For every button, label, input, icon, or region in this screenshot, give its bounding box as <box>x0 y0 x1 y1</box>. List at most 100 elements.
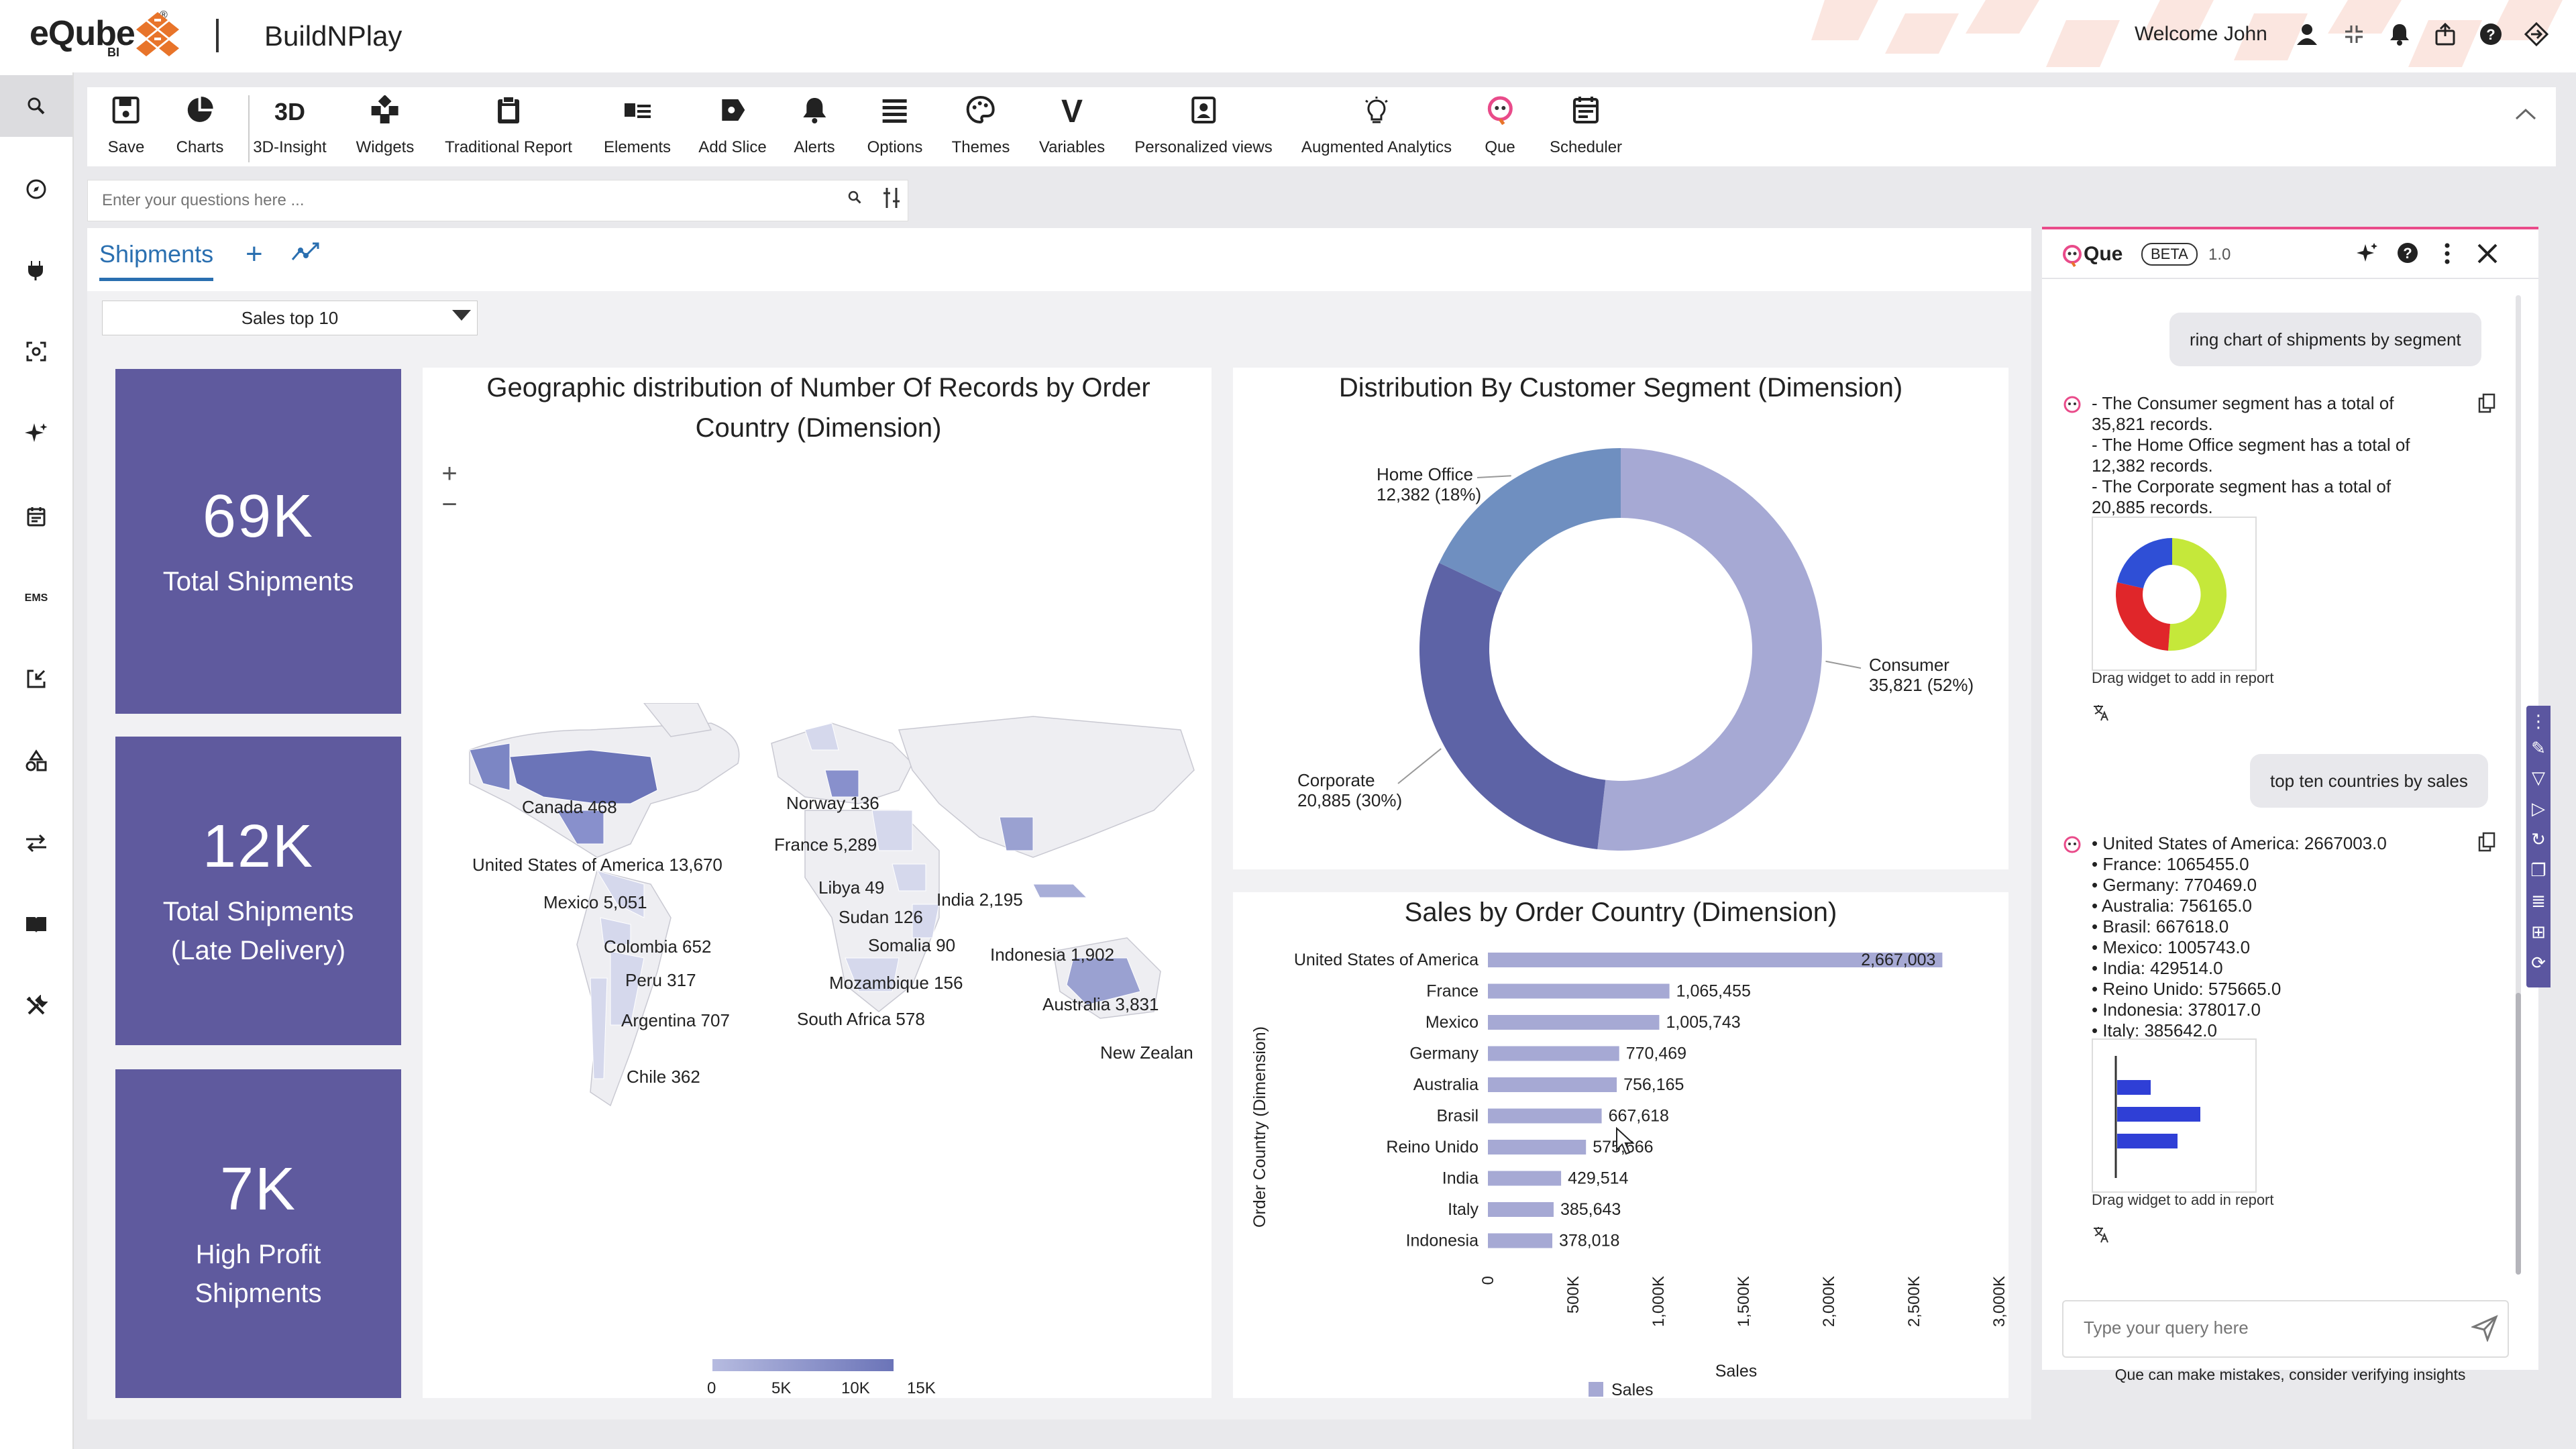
toolbar-personalized-views-button[interactable]: Personalized views <box>1134 95 1273 166</box>
toolbar-alerts-button[interactable]: Alerts <box>794 95 835 166</box>
search-icon[interactable] <box>0 75 72 137</box>
bar[interactable] <box>1488 1202 1554 1217</box>
import-icon[interactable] <box>0 648 72 710</box>
layers-icon[interactable]: ≣ <box>2531 891 2546 911</box>
translate-icon[interactable] <box>2092 703 2110 722</box>
shapes-icon[interactable] <box>0 730 72 792</box>
kpi-card-late-delivery[interactable]: 12K Total Shipments (Late Delivery) <box>115 737 401 1045</box>
que-more-icon[interactable] <box>2443 241 2451 266</box>
question-search-icon[interactable] <box>847 189 863 210</box>
help-icon[interactable]: ? <box>2477 20 2505 48</box>
user-icon[interactable] <box>2293 20 2321 48</box>
donut-slice-consumer[interactable] <box>1597 448 1822 851</box>
que-disclaimer: Que can make mistakes, consider verifyin… <box>2114 1366 2466 1383</box>
toolbar-widgets-button[interactable]: Widgets <box>356 95 414 166</box>
shrink-icon[interactable] <box>2340 20 2368 48</box>
logo-sub: BI <box>107 46 119 59</box>
bar[interactable] <box>1488 1108 1602 1124</box>
que-donut-widget[interactable] <box>2092 517 2257 671</box>
que-header: Que BETA 1.0 ? <box>2042 229 2538 279</box>
donut-slice-home-office[interactable] <box>1439 448 1621 593</box>
kpi-card-high-profit[interactable]: 7K High Profit Shipments <box>115 1069 401 1398</box>
tools-icon[interactable] <box>0 975 72 1037</box>
que-query-input[interactable] <box>2082 1312 2461 1343</box>
bell-icon[interactable] <box>2385 20 2414 48</box>
filter-icon[interactable]: ▽ <box>2532 767 2545 788</box>
ems-icon[interactable]: EMS <box>24 592 48 604</box>
toolbar-scheduler-button[interactable]: Scheduler <box>1550 95 1622 166</box>
que-close-icon[interactable] <box>2475 241 2500 266</box>
toolbar-options-button[interactable]: Options <box>867 95 922 166</box>
question-input[interactable] <box>101 185 828 216</box>
play-icon[interactable]: ▷ <box>2532 798 2545 818</box>
donut-leader-line <box>1477 475 1511 478</box>
chevron-up-icon[interactable] <box>2514 101 2537 127</box>
logout-icon[interactable] <box>2522 20 2551 48</box>
x-tick-label: 2,000K <box>1820 1276 1838 1327</box>
refresh-icon[interactable]: ↻ <box>2531 829 2546 849</box>
grid-icon[interactable]: ⊞ <box>2531 922 2546 942</box>
bar-chart[interactable]: United States of America 2,667,003 France 1… <box>1233 926 2008 1398</box>
toolbar-add-slice-button[interactable]: Add Slice <box>698 95 767 166</box>
map-zoom-out-button[interactable]: − <box>441 490 458 519</box>
sync-icon[interactable]: ⟳ <box>2531 953 2546 973</box>
bar[interactable] <box>1488 983 1670 999</box>
que-help-icon[interactable]: ? <box>2396 241 2419 264</box>
toolbar-themes-button[interactable]: Themes <box>952 95 1010 166</box>
bar[interactable] <box>1488 1233 1553 1248</box>
translate-icon[interactable] <box>2092 1225 2110 1244</box>
map-country-label: France 5,289 <box>774 835 877 855</box>
toolbar-save-button[interactable]: Save <box>108 95 144 166</box>
slice-select[interactable]: Sales top 10 <box>102 301 478 335</box>
que-scrollbar[interactable] <box>2516 295 2521 1275</box>
calendar-icon[interactable] <box>0 486 72 547</box>
grip-icon[interactable]: ⋮ <box>2530 711 2547 731</box>
transfer-icon[interactable] <box>0 812 72 873</box>
map-country-label: Somalia 90 <box>868 935 956 955</box>
scan-icon[interactable] <box>0 321 72 382</box>
compass-icon[interactable] <box>0 158 72 220</box>
copy-icon[interactable] <box>2478 393 2496 413</box>
map-country-label: India 2,195 <box>936 890 1023 910</box>
que-sparkle-icon[interactable] <box>2356 241 2379 264</box>
toolbar-augmented-analytics-button[interactable]: Augmented Analytics <box>1301 95 1452 166</box>
pin-icon[interactable]: ✎ <box>2531 738 2546 758</box>
que-bar-widget[interactable] <box>2092 1038 2257 1193</box>
bar[interactable] <box>1488 1171 1562 1186</box>
toolbar-charts-button[interactable]: Charts <box>176 95 223 166</box>
bar[interactable] <box>1488 1015 1660 1030</box>
toolbar-traditional-report-button[interactable]: Traditional Report <box>445 95 572 166</box>
add-tab-button[interactable]: + <box>246 237 263 270</box>
chevron-down-icon[interactable] <box>452 310 471 321</box>
export-icon[interactable] <box>2431 20 2459 48</box>
bar[interactable] <box>1488 1077 1617 1092</box>
toolbar-variables-button[interactable]: V Variables <box>1039 95 1105 166</box>
send-icon[interactable] <box>2471 1315 2498 1342</box>
trend-icon[interactable] <box>291 240 321 268</box>
bar[interactable] <box>1488 1140 1587 1155</box>
copy-page-icon[interactable]: ❐ <box>2530 860 2546 880</box>
tune-icon[interactable] <box>881 186 902 215</box>
world-map[interactable] <box>429 703 1208 1132</box>
tab-shipments[interactable]: Shipments <box>99 240 214 281</box>
map-legend-tick: 15K <box>907 1379 936 1397</box>
toolbar-elements-button[interactable]: Elements <box>604 95 671 166</box>
donut-slice-corporate[interactable] <box>1419 562 1606 849</box>
menu-icon <box>880 95 910 129</box>
que-scrollbar-thumb[interactable] <box>2516 993 2521 1275</box>
bar[interactable] <box>1488 1046 1619 1061</box>
bar-category-label: Australia <box>1413 1075 1479 1094</box>
bar[interactable] <box>1488 953 1943 967</box>
toolbar-label: Traditional Report <box>445 138 572 156</box>
map-zoom-in-button[interactable]: + <box>441 459 458 488</box>
sparkle-icon[interactable] <box>0 402 72 464</box>
donut-label-value: 35,821 (52%) <box>1869 675 1974 695</box>
clipboard-icon <box>495 95 522 129</box>
toolbar-que-button[interactable]: Que <box>1485 95 1515 166</box>
copy-icon[interactable] <box>2478 832 2496 852</box>
book-icon[interactable] <box>0 894 72 955</box>
kpi-card-total-shipments[interactable]: 69K Total Shipments <box>115 369 401 714</box>
plug-icon[interactable] <box>0 239 72 301</box>
toolbar-3d-insight-button[interactable]: 3D 3D-Insight <box>253 95 326 166</box>
